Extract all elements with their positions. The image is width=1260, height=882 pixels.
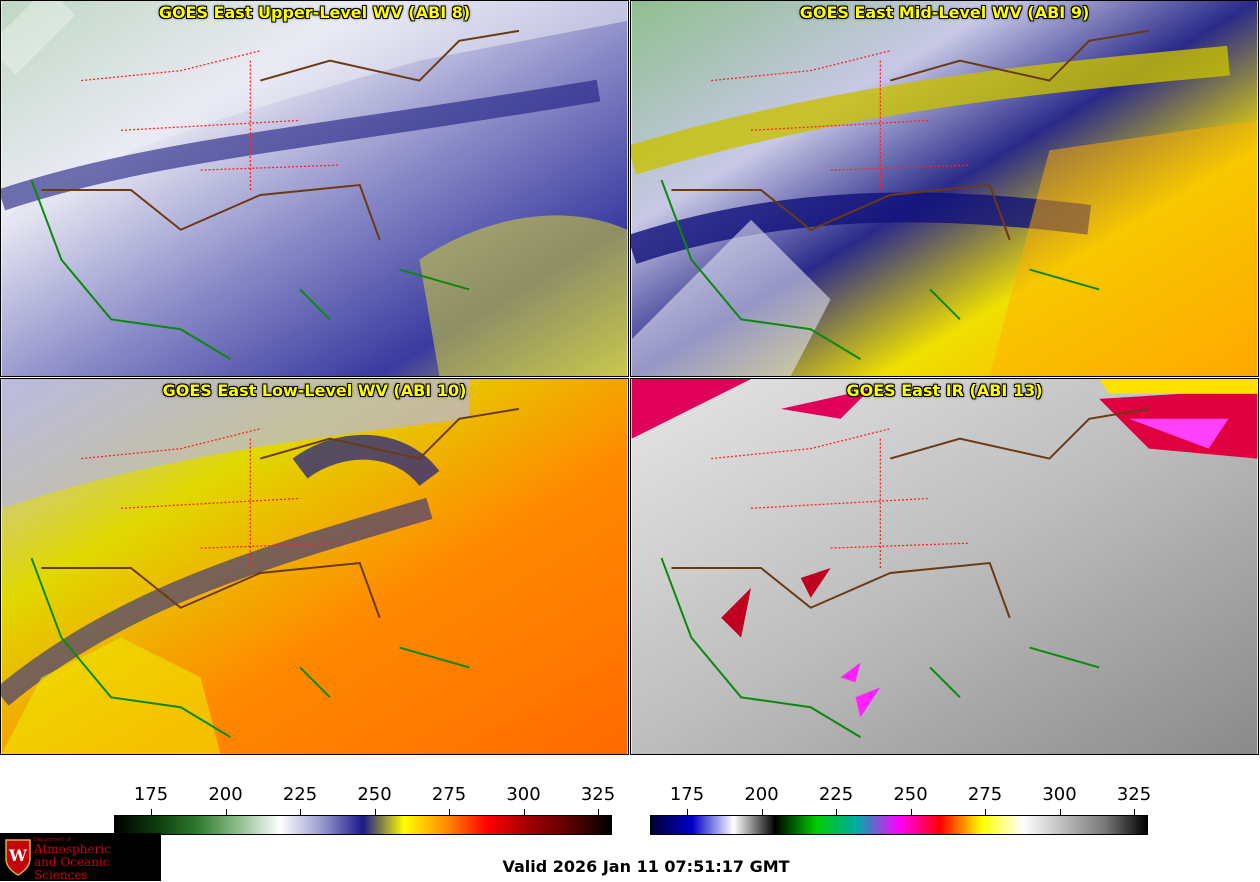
colorbar-tick-mark (374, 809, 376, 815)
colorbar-tick-mark (1134, 809, 1135, 815)
colorbar-tick-label: 250 (357, 784, 392, 805)
colorbar-tick-mark (449, 809, 450, 815)
panel-title: GOES East Mid-Level WV (ABI 9) (799, 3, 1090, 22)
colorbar-tick-label: 300 (1042, 784, 1077, 805)
colorbar-tick-mark (598, 809, 599, 815)
colorbar-tick-label: 225 (282, 784, 318, 805)
colorbar-tick-mark (761, 809, 763, 815)
logo-text: Atmospheric and Oceanic Sciences (34, 843, 161, 882)
colorbar-tick-label: 300 (506, 784, 541, 805)
wv-colorbar (114, 815, 612, 835)
panel-mid-level-wv: GOES East Mid-Level WV (ABI 9) (630, 0, 1259, 377)
aos-logo: W Department of Atmospheric and Oceanic … (0, 833, 161, 882)
uw-crest-icon: W (5, 839, 31, 876)
colorbar-tick-label: 225 (818, 784, 854, 805)
logo-line1: Atmospheric (34, 842, 111, 856)
wv-colorbar-ticks: 175 200 225 250 275 300 325 (114, 784, 616, 815)
valid-time: Valid 2026 Jan 11 07:51:17 GMT (502, 857, 790, 876)
upper-level-wv-image (1, 1, 628, 376)
colorbar-tick-mark (225, 809, 227, 815)
ir-colorbar-ticks: 175 200 225 250 275 300 325 (650, 784, 1152, 815)
panel-upper-level-wv: GOES East Upper-Level WV (ABI 8) (0, 0, 629, 377)
panel-title: GOES East IR (ABI 13) (846, 381, 1043, 400)
panel-low-level-wv: GOES East Low-Level WV (ABI 10) (0, 378, 629, 755)
colorbar-tick-mark (910, 809, 912, 815)
colorbar-tick-mark (687, 809, 688, 815)
colorbar-tick-mark (523, 809, 525, 815)
colorbar-tick-label: 275 (967, 784, 1003, 805)
panel-title: GOES East Upper-Level WV (ABI 8) (158, 3, 471, 22)
ir-image (631, 379, 1258, 754)
colorbar-tick-mark (985, 809, 986, 815)
panel-title: GOES East Low-Level WV (ABI 10) (162, 381, 467, 400)
colorbar-tick-label: 200 (208, 784, 243, 805)
colorbar-tick-mark (836, 809, 837, 815)
colorbar-tick-label: 275 (431, 784, 467, 805)
colorbar-tick-label: 250 (893, 784, 928, 805)
crest-letter: W (8, 846, 28, 865)
colorbar-tick-mark (151, 809, 152, 815)
panel-ir: GOES East IR (ABI 13) (630, 378, 1259, 755)
colorbar-tick-mark (1059, 809, 1061, 815)
colorbar-tick-mark (300, 809, 301, 815)
colorbar-tick-label: 200 (744, 784, 779, 805)
logo-dept: Department of (34, 837, 71, 843)
colorbar-tick-label: 175 (133, 784, 169, 805)
colorbar-tick-label: 325 (1116, 784, 1152, 805)
mid-level-wv-image (631, 1, 1258, 376)
colorbar-tick-label: 175 (669, 784, 705, 805)
colorbar-tick-label: 325 (580, 784, 616, 805)
logo-line2: and Oceanic Sciences (34, 855, 110, 882)
low-level-wv-image (1, 379, 628, 754)
ir-colorbar (650, 815, 1148, 835)
